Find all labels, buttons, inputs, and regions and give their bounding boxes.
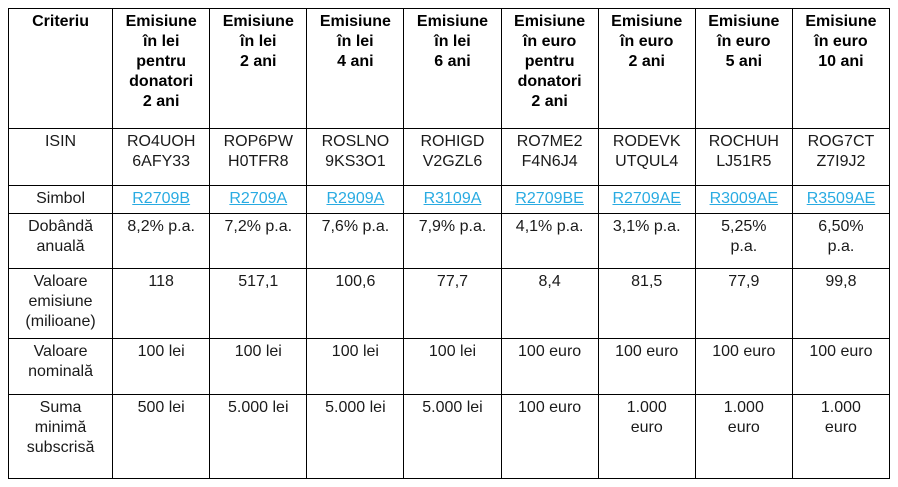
cell-suma-0: 500 lei	[112, 394, 211, 479]
cell-nominala-3: 100 lei	[403, 338, 502, 395]
cell-simbol-1: R2709A	[209, 185, 308, 214]
header-cell-emisiune-1: Emisiune în lei pentru donatori 2 ani	[112, 8, 211, 129]
cell-emisiune-2: 100,6	[306, 268, 405, 339]
cell-simbol-2: R2909A	[306, 185, 405, 214]
cell-dobanda-7: 6,50% p.a.	[791, 213, 891, 269]
cell-nominala-6: 100 euro	[694, 338, 793, 395]
symbol-link-R3109A[interactable]: R3109A	[423, 190, 482, 207]
cell-simbol-4: R2709BE	[500, 185, 599, 214]
cell-nominala-0: 100 lei	[112, 338, 211, 395]
cell-nominala-2: 100 lei	[306, 338, 405, 395]
row-label-nominala: Valoare nominală	[7, 338, 114, 395]
cell-suma-7: 1.000 euro	[791, 394, 891, 479]
symbol-link-R3509AE[interactable]: R3509AE	[806, 190, 876, 207]
table-row-nominala: Valoare nominală 100 lei 100 lei 100 lei 100…	[7, 338, 891, 395]
cell-nominala-1: 100 lei	[209, 338, 308, 395]
header-cell-emisiune-6: Emisiune în euro 2 ani	[597, 8, 696, 129]
header-cell-emisiune-5: Emisiune în euro pentru donatori 2 ani	[500, 8, 599, 129]
header-cell-emisiune-8: Emisiune în euro 10 ani	[791, 8, 891, 129]
cell-dobanda-0: 8,2% p.a.	[112, 213, 211, 269]
cell-suma-2: 5.000 lei	[306, 394, 405, 479]
header-row: Criteriu Emisiune în lei pentru donatori …	[7, 8, 891, 129]
row-label-emisiune: Valoare emisiune (milioane)	[7, 268, 114, 339]
cell-emisiune-4: 8,4	[500, 268, 599, 339]
symbol-link-R2709A[interactable]: R2709A	[229, 190, 288, 207]
row-label-suma: Suma minimă subscrisă	[7, 394, 114, 479]
header-cell-emisiune-4: Emisiune în lei 6 ani	[403, 8, 502, 129]
table-header: Criteriu Emisiune în lei pentru donatori …	[7, 8, 891, 129]
cell-emisiune-5: 81,5	[597, 268, 696, 339]
table-row-simbol: Simbol R2709B R2709A R2909A R3109A R2709BE R27…	[7, 185, 891, 214]
header-cell-criteriu: Criteriu	[7, 8, 114, 129]
cell-suma-5: 1.000 euro	[597, 394, 696, 479]
row-label-isin: ISIN	[7, 128, 114, 186]
table-row-suma: Suma minimă subscrisă 500 lei 5.000 lei 5.0…	[7, 394, 891, 479]
cell-dobanda-1: 7,2% p.a.	[209, 213, 308, 269]
header-cell-emisiune-3: Emisiune în lei 4 ani	[306, 8, 405, 129]
cell-emisiune-7: 99,8	[791, 268, 891, 339]
symbol-link-R2709BE[interactable]: R2709BE	[515, 190, 584, 207]
cell-isin-6: ROCHUH LJ51R5	[694, 128, 793, 186]
cell-dobanda-2: 7,6% p.a.	[306, 213, 405, 269]
cell-isin-2: ROSLNO 9KS3O1	[306, 128, 405, 186]
cell-nominala-4: 100 euro	[500, 338, 599, 395]
cell-suma-4: 100 euro	[500, 394, 599, 479]
symbol-link-R3009AE[interactable]: R3009AE	[709, 190, 779, 207]
cell-suma-6: 1.000 euro	[694, 394, 793, 479]
cell-isin-7: ROG7CT Z7I9J2	[791, 128, 891, 186]
symbol-link-R2909A[interactable]: R2909A	[326, 190, 385, 207]
cell-dobanda-6: 5,25% p.a.	[694, 213, 793, 269]
cell-emisiune-1: 517,1	[209, 268, 308, 339]
cell-emisiune-0: 118	[112, 268, 211, 339]
symbol-link-R2709B[interactable]: R2709B	[132, 190, 191, 207]
cell-simbol-7: R3509AE	[791, 185, 891, 214]
cell-simbol-0: R2709B	[112, 185, 211, 214]
cell-isin-5: RODEVK UTQUL4	[597, 128, 696, 186]
cell-dobanda-3: 7,9% p.a.	[403, 213, 502, 269]
cell-isin-3: ROHIGD V2GZL6	[403, 128, 502, 186]
cell-nominala-7: 100 euro	[791, 338, 891, 395]
table-row-emisiune: Valoare emisiune (milioane) 118 517,1 100,6…	[7, 268, 891, 339]
cell-simbol-5: R2709AE	[597, 185, 696, 214]
cell-emisiune-6: 77,9	[694, 268, 793, 339]
cell-dobanda-5: 3,1% p.a.	[597, 213, 696, 269]
table-body: ISIN RO4UOH 6AFY33 ROP6PW H0TFR8 ROSLNO 9KS…	[7, 128, 891, 479]
table-row-isin: ISIN RO4UOH 6AFY33 ROP6PW H0TFR8 ROSLNO 9KS…	[7, 128, 891, 186]
cell-emisiune-3: 77,7	[403, 268, 502, 339]
header-cell-emisiune-2: Emisiune în lei 2 ani	[209, 8, 308, 129]
bond-emissions-table: Criteriu Emisiune în lei pentru donatori …	[7, 8, 891, 479]
header-cell-emisiune-7: Emisiune în euro 5 ani	[694, 8, 793, 129]
table-row-dobanda: Dobândă anuală 8,2% p.a. 7,2% p.a. 7,6% p.a…	[7, 213, 891, 269]
cell-isin-1: ROP6PW H0TFR8	[209, 128, 308, 186]
cell-suma-1: 5.000 lei	[209, 394, 308, 479]
cell-isin-4: RO7ME2 F4N6J4	[500, 128, 599, 186]
row-label-simbol: Simbol	[7, 185, 114, 214]
cell-suma-3: 5.000 lei	[403, 394, 502, 479]
cell-simbol-6: R3009AE	[694, 185, 793, 214]
cell-simbol-3: R3109A	[403, 185, 502, 214]
cell-dobanda-4: 4,1% p.a.	[500, 213, 599, 269]
cell-nominala-5: 100 euro	[597, 338, 696, 395]
cell-isin-0: RO4UOH 6AFY33	[112, 128, 211, 186]
row-label-dobanda: Dobândă anuală	[7, 213, 114, 269]
symbol-link-R2709AE[interactable]: R2709AE	[612, 190, 681, 207]
